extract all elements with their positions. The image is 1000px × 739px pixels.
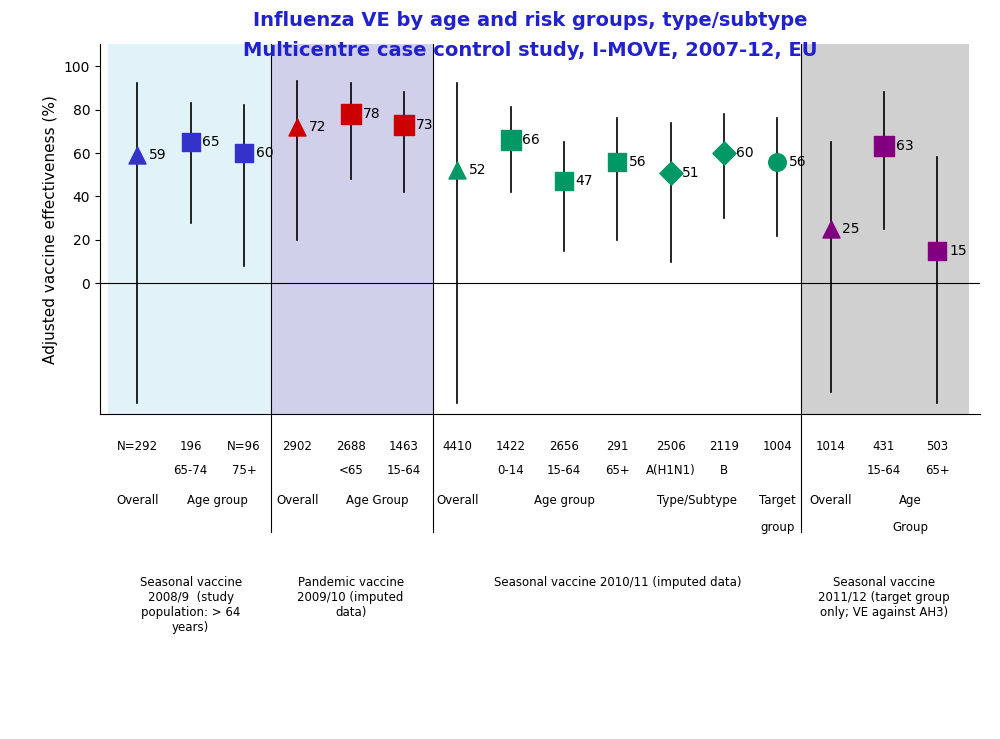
Text: Seasonal vaccine
2008/9  (study
population: > 64
years): Seasonal vaccine 2008/9 (study populatio…	[140, 576, 242, 634]
Text: 2656: 2656	[549, 440, 579, 453]
Text: Target: Target	[759, 494, 796, 507]
Text: Multicentre case control study, I-MOVE, 2007-12, EU: Multicentre case control study, I-MOVE, …	[243, 41, 817, 60]
Text: 503: 503	[926, 440, 948, 453]
Y-axis label: Adjusted vaccine effectiveness (%): Adjusted vaccine effectiveness (%)	[43, 95, 58, 364]
Text: Seasonal vaccine 2010/11 (imputed data): Seasonal vaccine 2010/11 (imputed data)	[494, 576, 741, 590]
Text: 60: 60	[256, 146, 273, 160]
Text: Overall: Overall	[436, 494, 479, 507]
Text: 52: 52	[469, 163, 487, 177]
Text: 2688: 2688	[336, 440, 366, 453]
Text: group: group	[760, 521, 795, 534]
Text: 65: 65	[202, 135, 220, 149]
Text: 2119: 2119	[709, 440, 739, 453]
Point	[609, 156, 625, 168]
Point	[183, 136, 199, 148]
Text: 291: 291	[606, 440, 629, 453]
Text: Seasonal vaccine
2011/12 (target group
only; VE against AH3): Seasonal vaccine 2011/12 (target group o…	[818, 576, 950, 619]
Text: Group: Group	[893, 521, 929, 534]
Text: 15-64: 15-64	[867, 464, 901, 477]
Text: 25: 25	[842, 222, 860, 236]
Text: <65: <65	[338, 464, 363, 477]
Text: 47: 47	[576, 174, 593, 188]
Text: 1422: 1422	[496, 440, 526, 453]
Text: N=96: N=96	[227, 440, 261, 453]
Point	[343, 108, 359, 120]
Text: 65+: 65+	[925, 464, 950, 477]
Text: 78: 78	[362, 107, 380, 121]
Text: 15-64: 15-64	[547, 464, 581, 477]
Text: 72: 72	[309, 120, 327, 134]
Text: 73: 73	[416, 118, 433, 132]
Text: 60: 60	[736, 146, 753, 160]
Text: 1004: 1004	[762, 440, 792, 453]
Text: 4410: 4410	[442, 440, 472, 453]
Text: 75+: 75+	[232, 464, 256, 477]
Text: 1014: 1014	[816, 440, 846, 453]
Text: 59: 59	[149, 149, 167, 162]
Text: 2902: 2902	[282, 440, 312, 453]
Text: Influenza VE by age and risk groups, type/subtype: Influenza VE by age and risk groups, typ…	[253, 11, 807, 30]
Text: 56: 56	[789, 154, 807, 168]
Text: 15: 15	[949, 244, 967, 258]
Text: Age Group: Age Group	[346, 494, 409, 507]
Text: 2506: 2506	[656, 440, 686, 453]
Text: 51: 51	[682, 166, 700, 180]
Text: 63: 63	[896, 140, 913, 154]
Text: Overall: Overall	[809, 494, 852, 507]
Text: Age: Age	[899, 494, 922, 507]
Text: 431: 431	[873, 440, 895, 453]
Text: Overall: Overall	[116, 494, 159, 507]
Point	[716, 147, 732, 159]
Text: 65+: 65+	[605, 464, 630, 477]
Point	[929, 245, 945, 256]
Text: A(H1N1): A(H1N1)	[646, 464, 696, 477]
Text: 0-14: 0-14	[497, 464, 524, 477]
Bar	[801, 44, 969, 414]
Text: 15-64: 15-64	[387, 464, 421, 477]
Text: 56: 56	[629, 154, 647, 168]
Text: 1463: 1463	[389, 440, 419, 453]
Text: 65-74: 65-74	[174, 464, 208, 477]
Point	[236, 147, 252, 159]
Point	[823, 223, 839, 235]
Point	[449, 165, 465, 177]
Point	[396, 119, 412, 131]
Text: Pandemic vaccine
2009/10 (imputed
data): Pandemic vaccine 2009/10 (imputed data)	[297, 576, 404, 619]
Text: Overall: Overall	[276, 494, 319, 507]
Point	[129, 149, 145, 161]
Point	[503, 134, 519, 146]
Point	[556, 175, 572, 187]
Text: Type/Subtype: Type/Subtype	[657, 494, 737, 507]
Point	[876, 140, 892, 152]
Point	[769, 156, 785, 168]
Text: N=292: N=292	[117, 440, 158, 453]
Text: B: B	[720, 464, 728, 477]
Point	[663, 167, 679, 179]
Bar	[108, 44, 271, 414]
Text: 66: 66	[522, 133, 540, 147]
Bar	[271, 44, 433, 414]
Text: Age group: Age group	[534, 494, 594, 507]
Point	[289, 121, 305, 133]
Text: Age group: Age group	[187, 494, 248, 507]
Text: 196: 196	[179, 440, 202, 453]
